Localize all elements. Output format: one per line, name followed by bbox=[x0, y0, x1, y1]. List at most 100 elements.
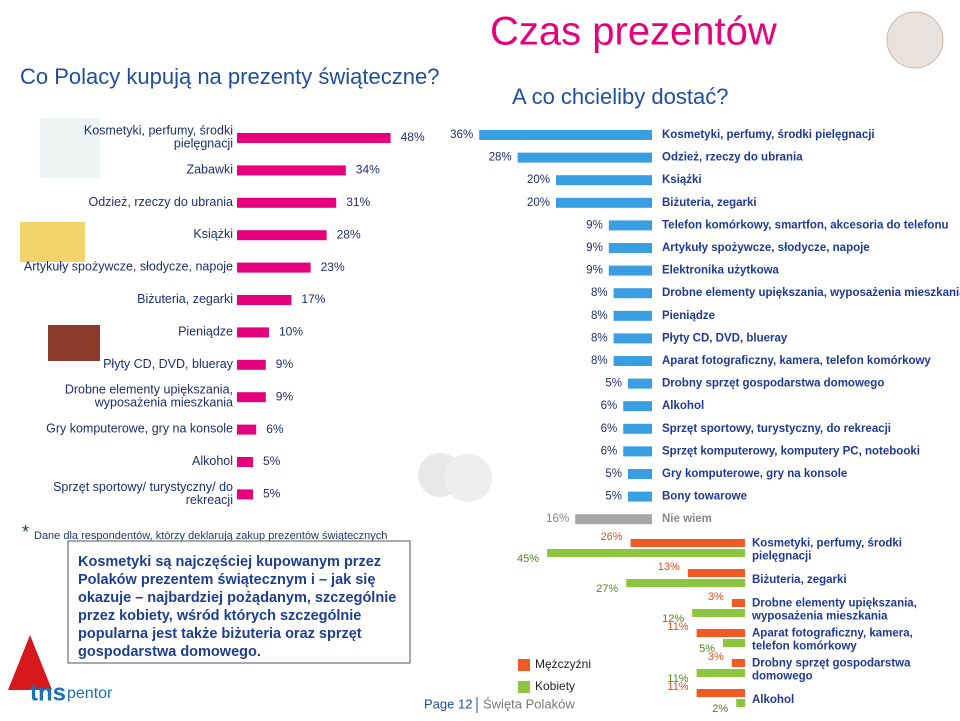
bar bbox=[628, 491, 652, 502]
value-label: 11% bbox=[667, 621, 688, 633]
category-label: Artykuły spożywcze, słodycze, napoje bbox=[662, 242, 870, 254]
bar bbox=[237, 295, 292, 305]
santa-hat bbox=[8, 635, 52, 690]
bar bbox=[479, 130, 652, 140]
value-label: 9% bbox=[586, 219, 603, 231]
category-label: Płyty CD, DVD, blueray bbox=[662, 332, 788, 344]
value-label: 8% bbox=[591, 287, 608, 299]
category-label: Odzież, rzeczy do ubrania bbox=[662, 152, 803, 164]
logo-brand: tns bbox=[30, 679, 66, 706]
value-label: 8% bbox=[591, 310, 608, 322]
category-label: Elektronika użytkowa bbox=[662, 265, 780, 277]
value-label: 5% bbox=[605, 491, 622, 503]
bar bbox=[692, 609, 745, 617]
bar bbox=[556, 197, 652, 208]
value-label: 9% bbox=[276, 389, 294, 403]
value-label: 3% bbox=[708, 651, 724, 663]
value-label: 23% bbox=[321, 260, 345, 274]
bar bbox=[547, 549, 745, 557]
value-label: 6% bbox=[601, 423, 618, 435]
value-label: 20% bbox=[527, 197, 550, 209]
snowman-decoration bbox=[444, 454, 492, 502]
bar bbox=[626, 579, 745, 587]
bar bbox=[696, 669, 745, 677]
bar bbox=[723, 639, 745, 647]
value-label: 20% bbox=[527, 174, 550, 186]
category-label: Kosmetyki, perfumy, środki pielęgnacji bbox=[84, 124, 233, 151]
value-label: 11% bbox=[667, 681, 688, 693]
category-label: Aparat fotograficzny, kamera, telefon kom… bbox=[752, 628, 913, 653]
value-label: 5% bbox=[263, 487, 281, 501]
category-label: Gry komputerowe, gry na konsole bbox=[46, 422, 233, 436]
value-label: 13% bbox=[658, 561, 680, 573]
category-label: Alkohol bbox=[662, 400, 704, 412]
bar bbox=[628, 378, 652, 389]
category-label: Drobne elementy upiększania, wyposażenia… bbox=[662, 287, 960, 299]
value-label: 28% bbox=[337, 227, 361, 241]
bar bbox=[237, 489, 253, 500]
bar bbox=[237, 230, 327, 241]
category-label: Alkohol bbox=[192, 454, 233, 468]
value-label: 9% bbox=[586, 265, 603, 277]
value-label: 2% bbox=[712, 703, 728, 715]
value-label: 5% bbox=[263, 454, 281, 468]
category-label: Biżuteria, zegarki bbox=[662, 197, 757, 209]
bar bbox=[608, 220, 652, 231]
category-label: Kosmetyki, perfumy, środki pielęgnacji bbox=[662, 129, 875, 141]
value-label: 34% bbox=[356, 163, 380, 177]
value-label: 31% bbox=[346, 195, 370, 209]
bar bbox=[237, 133, 391, 143]
bar bbox=[237, 457, 253, 467]
value-label: 12% bbox=[662, 613, 684, 625]
category-label: Bony towarowe bbox=[662, 491, 747, 503]
bar bbox=[517, 152, 652, 163]
bar bbox=[623, 423, 652, 434]
category-label: Książki bbox=[193, 227, 233, 241]
category-label: Artykuły spożywcze, słodycze, napoje bbox=[24, 260, 233, 274]
value-label: 8% bbox=[591, 355, 608, 367]
value-label: 8% bbox=[591, 332, 608, 344]
category-label: Drobne elementy upiększania, wyposażenia … bbox=[65, 383, 233, 410]
bar bbox=[696, 629, 745, 637]
value-label: 5% bbox=[605, 468, 622, 480]
value-label: 48% bbox=[401, 130, 425, 144]
bar bbox=[237, 197, 337, 208]
bar bbox=[608, 243, 652, 253]
value-label: 17% bbox=[301, 292, 325, 306]
callout-box bbox=[67, 540, 411, 664]
category-label: Drobne elementy upiększania, wyposażenia … bbox=[751, 598, 917, 623]
value-label: 36% bbox=[450, 129, 473, 141]
value-label: 26% bbox=[601, 531, 623, 543]
category-label: Książki bbox=[662, 174, 702, 186]
legend-label: Mężczyźni bbox=[535, 657, 591, 671]
page-title: Czas prezentów bbox=[490, 10, 777, 54]
value-label: 9% bbox=[586, 242, 603, 254]
bar bbox=[237, 392, 266, 403]
bar bbox=[630, 539, 745, 547]
bar bbox=[237, 327, 269, 338]
bar bbox=[613, 333, 652, 344]
category-label: Pieniądze bbox=[178, 325, 233, 339]
value-label: 11% bbox=[667, 673, 688, 685]
value-label: 5% bbox=[605, 378, 622, 390]
category-label: Alkohol bbox=[752, 694, 794, 706]
right-question: A co chcieliby dostać? bbox=[512, 84, 728, 109]
logo-sub: pentor bbox=[67, 685, 113, 702]
bar bbox=[687, 569, 745, 577]
value-label: 5% bbox=[699, 643, 715, 655]
value-label: 45% bbox=[517, 553, 539, 565]
bar bbox=[731, 599, 745, 607]
category-label: Kosmetyki, perfumy, środki pielęgnacji bbox=[752, 538, 902, 563]
note-marker: * bbox=[22, 522, 29, 542]
category-label: Gry komputerowe, gry na konsole bbox=[662, 468, 847, 480]
category-label: Sprzęt sportowy/ turystyczny/ do rekreacj… bbox=[53, 480, 233, 507]
bar bbox=[237, 359, 266, 370]
category-label: Aparat fotograficzny, kamera, telefon ko… bbox=[662, 355, 931, 367]
toys-photo bbox=[20, 222, 85, 262]
bar bbox=[623, 446, 652, 457]
bar bbox=[575, 514, 652, 525]
category-label: Sprzęt komputerowy, komputery PC, notebo… bbox=[662, 445, 920, 457]
category-label: Odzież, rzeczy do ubrania bbox=[88, 195, 233, 209]
value-label: 6% bbox=[601, 400, 618, 412]
